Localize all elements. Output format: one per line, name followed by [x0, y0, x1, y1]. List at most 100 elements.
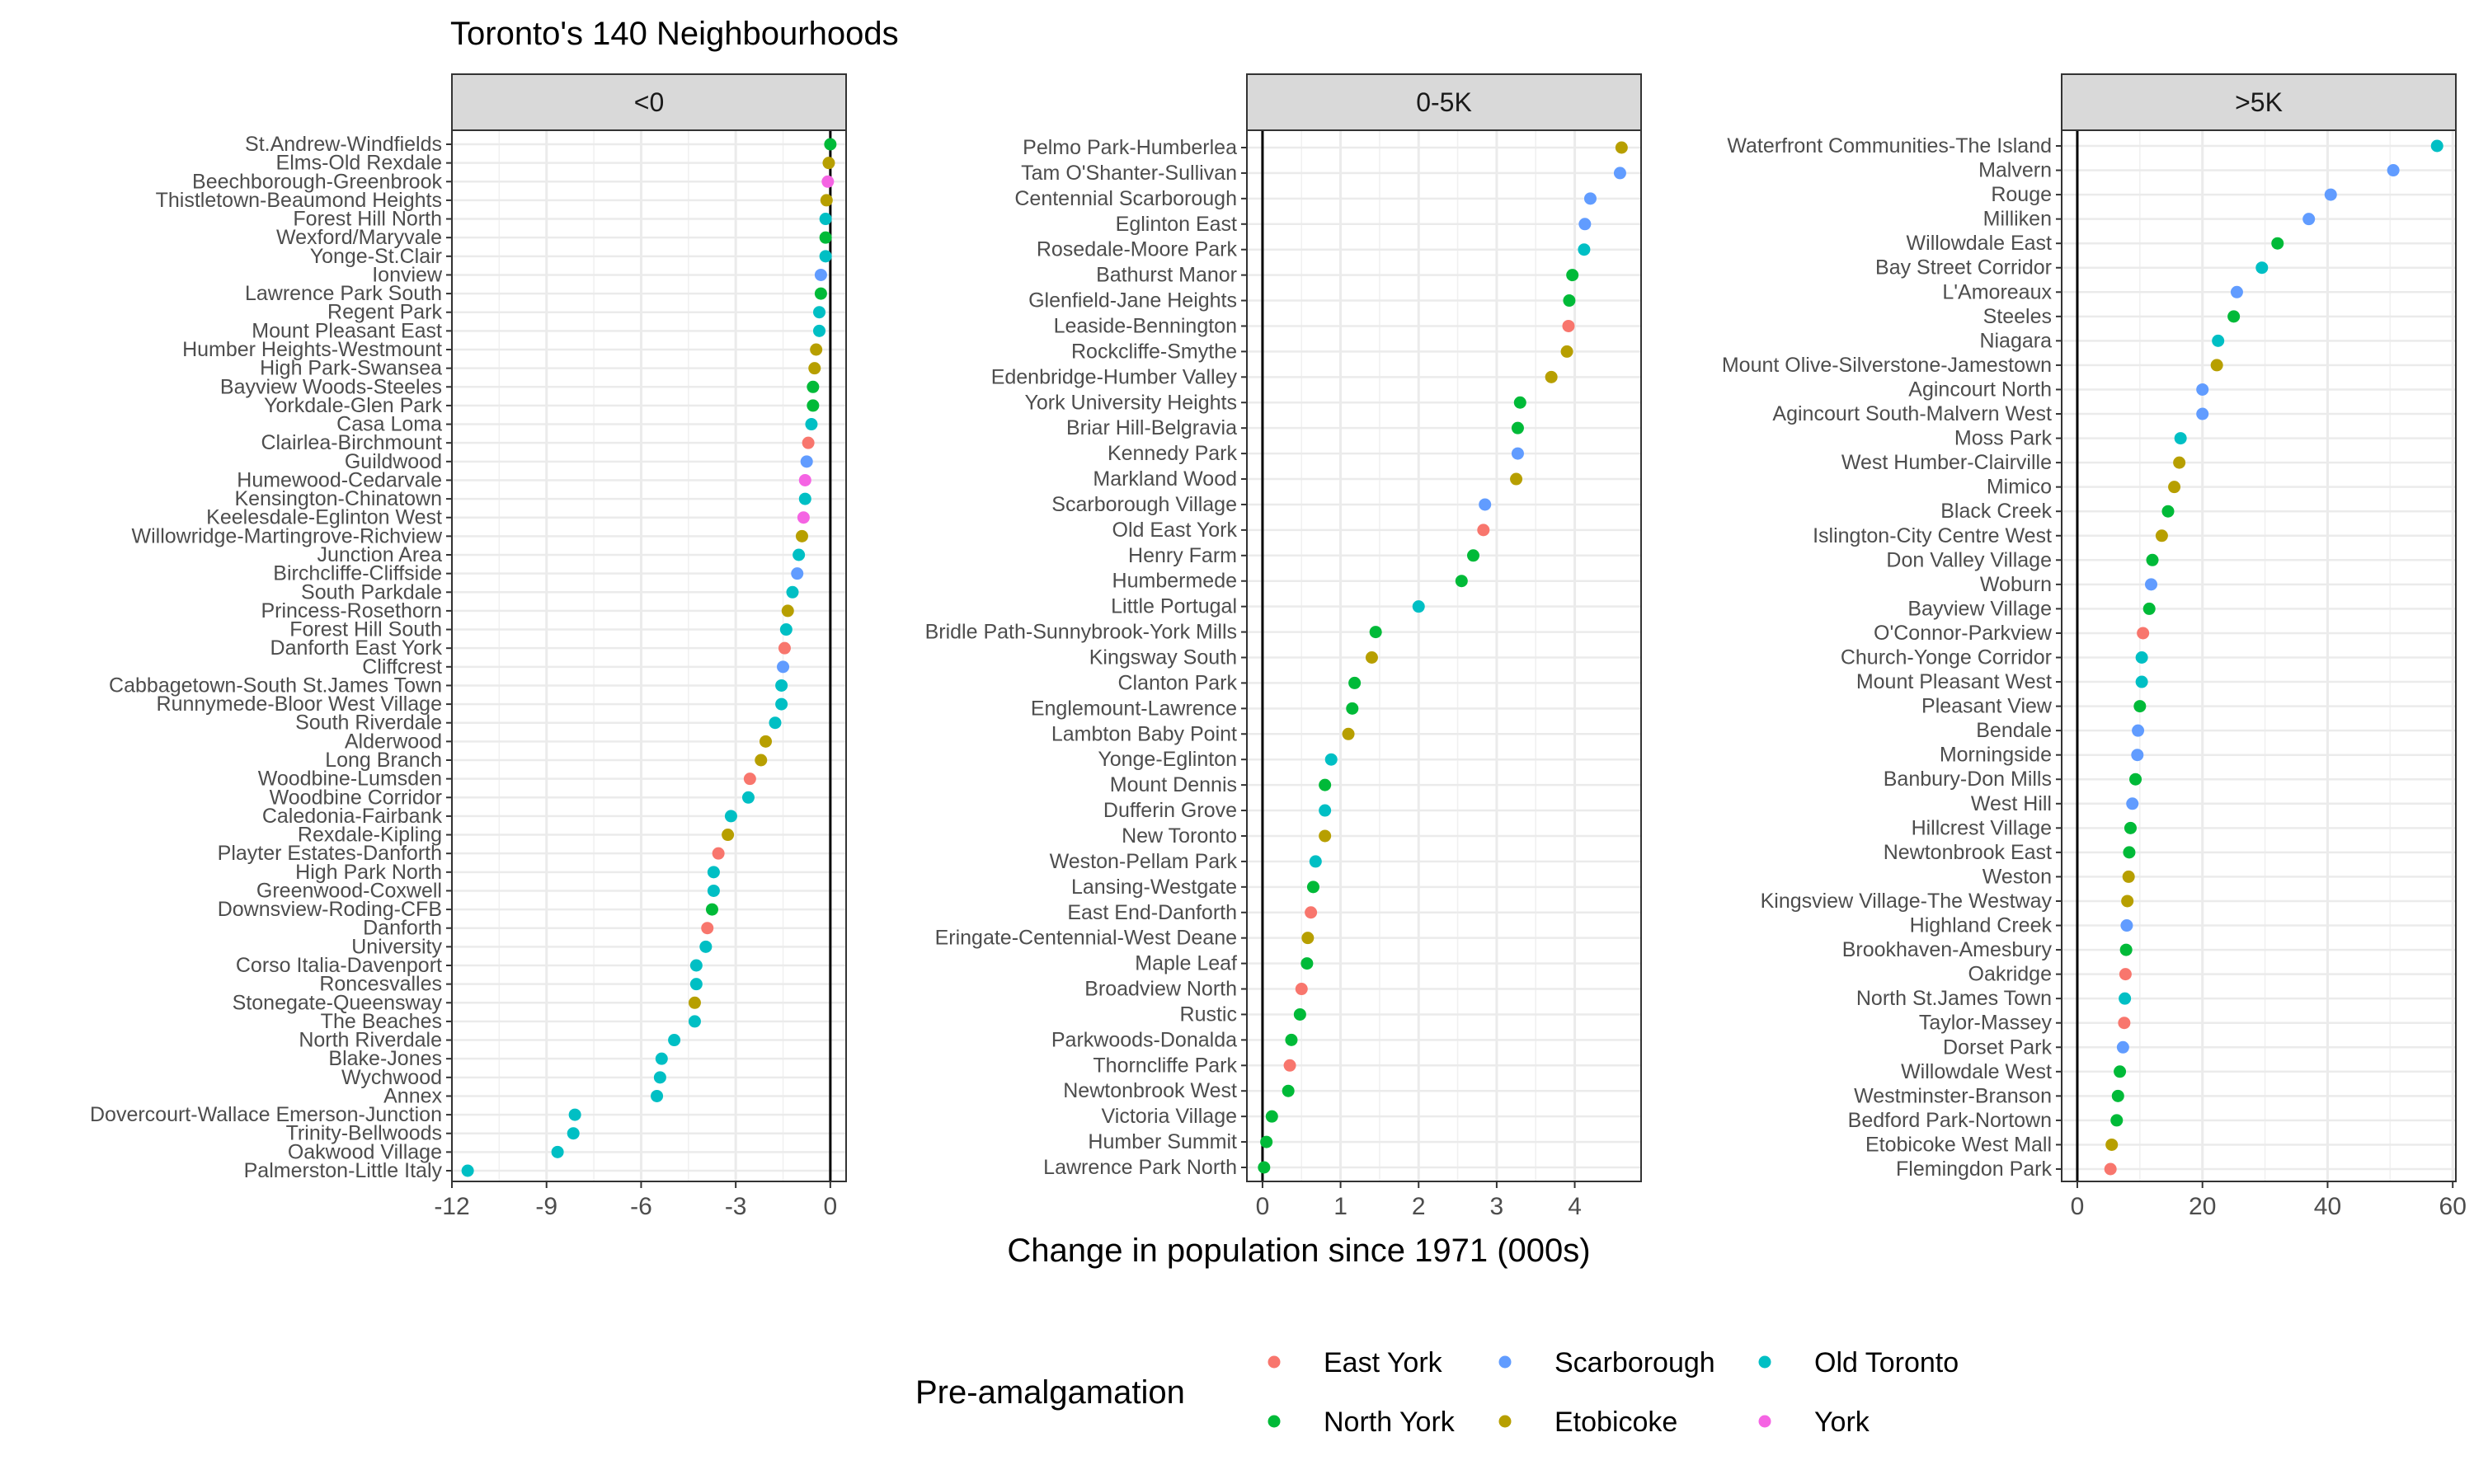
legend-entry: East York — [1268, 1347, 1443, 1378]
data-point — [1305, 906, 1318, 919]
data-point — [1615, 141, 1628, 154]
data-point — [707, 884, 720, 897]
legend: Pre-amalgamation East York North York Scar… — [915, 1347, 1959, 1438]
data-point — [779, 623, 793, 636]
neighbourhood-label: Annex — [383, 1084, 442, 1107]
data-point — [812, 324, 825, 337]
data-point — [1466, 549, 1479, 562]
data-point — [2131, 749, 2144, 762]
neighbourhood-label: Bayview Woods-Steeles — [220, 375, 442, 398]
neighbourhood-label: Birchcliffe-Cliffside — [273, 562, 442, 585]
neighbourhood-label: Banbury-Don Mills — [1884, 768, 2052, 791]
panel-border — [2061, 129, 2457, 1182]
neighbourhood-label: Scarborough Village — [1051, 493, 1237, 516]
data-point — [2126, 797, 2139, 810]
data-point — [1285, 1033, 1298, 1046]
data-point — [2271, 237, 2284, 250]
data-point — [655, 1052, 668, 1065]
legend-label: Old Toronto — [1814, 1347, 1959, 1378]
neighbourhood-label: Yorkdale-Glen Park — [264, 394, 442, 417]
neighbourhood-label: York University Heights — [1024, 391, 1237, 414]
neighbourhood-label: Bridle Path-Sunnybrook-York Mills — [925, 621, 1237, 644]
data-point — [2230, 285, 2243, 298]
data-point — [724, 810, 737, 823]
data-point — [2430, 139, 2443, 153]
data-point — [2137, 627, 2150, 640]
data-point — [2120, 919, 2133, 932]
neighbourhood-label: Mount Olive-Silverstone-Jamestown — [1722, 354, 2052, 377]
facet-strip-label: 0-5K — [1416, 87, 1472, 117]
panel-background — [1247, 130, 1641, 1181]
neighbourhood-label: St.Andrew-Windfields — [245, 133, 442, 156]
data-point — [1282, 1084, 1295, 1097]
neighbourhood-label: Parkwoods-Donalda — [1051, 1028, 1237, 1051]
neighbourhood-label: Trinity-Bellwoods — [286, 1122, 442, 1145]
neighbourhood-label: Willowdale East — [1907, 232, 2053, 255]
data-point — [2161, 505, 2175, 518]
data-point — [722, 829, 735, 842]
neighbourhood-label: Long Branch — [325, 749, 442, 772]
legend-key — [1758, 1415, 1771, 1428]
neighbourhood-label: Broadview North — [1084, 978, 1237, 1001]
neighbourhood-label: Thorncliffe Park — [1093, 1054, 1237, 1077]
neighbourhood-label: Humber Heights-Westmount — [182, 338, 442, 361]
data-point — [1365, 651, 1378, 664]
data-point — [781, 604, 794, 618]
neighbourhood-label: Don Valley Village — [1886, 548, 2052, 571]
neighbourhood-label: Tam O'Shanter-Sullivan — [1021, 162, 1237, 185]
neighbourhood-label: North Riverdale — [299, 1029, 442, 1052]
x-tick-label: -3 — [725, 1193, 747, 1220]
data-point — [819, 231, 832, 244]
neighbourhood-label: Downsview-Roding-CFB — [218, 898, 442, 921]
data-point — [741, 791, 755, 804]
data-point — [2132, 724, 2145, 737]
legend-entry: Old Toronto — [1758, 1347, 1959, 1378]
neighbourhood-label: Leaside-Bennington — [1054, 314, 1237, 337]
data-point — [777, 660, 790, 674]
x-axis-title: Change in population since 1971 (000s) — [1007, 1233, 1590, 1269]
neighbourhood-label: West Humber-Clairville — [1841, 451, 2052, 474]
neighbourhood-label: Yonge-Eglinton — [1098, 748, 1237, 771]
data-point — [755, 754, 768, 767]
data-point — [2116, 1040, 2129, 1054]
data-point — [805, 418, 818, 431]
neighbourhood-label: Markland Wood — [1093, 467, 1237, 491]
data-point — [1319, 804, 1332, 817]
neighbourhood-label: Casa Loma — [336, 413, 442, 436]
neighbourhood-label: Kingsway South — [1089, 646, 1237, 669]
data-point — [778, 641, 791, 655]
x-tick-label: 3 — [1490, 1193, 1504, 1220]
data-point — [1412, 600, 1425, 613]
neighbourhood-label: Moss Park — [1954, 427, 2053, 450]
data-point — [699, 940, 713, 953]
data-point — [1511, 447, 1524, 460]
data-point — [1319, 778, 1332, 791]
legend-label: York — [1814, 1407, 1870, 1438]
data-point — [820, 194, 833, 207]
data-point — [824, 138, 837, 151]
neighbourhood-label: Ionview — [372, 263, 443, 286]
neighbourhood-label: Junction Area — [317, 543, 443, 566]
neighbourhood-label: Playter Estates-Danforth — [218, 842, 442, 865]
data-point — [688, 1015, 701, 1028]
neighbourhood-label: Blake-Jones — [328, 1047, 442, 1070]
neighbourhood-label: Lawrence Park North — [1043, 1156, 1237, 1179]
neighbourhood-label: Willowdale West — [1901, 1060, 2052, 1083]
neighbourhood-label: Mount Pleasant West — [1856, 670, 2052, 693]
data-point — [2124, 821, 2137, 834]
neighbourhood-label: L'Amoreaux — [1942, 280, 2052, 303]
x-tick-label: 4 — [1568, 1193, 1582, 1220]
neighbourhood-label: Clairlea-Birchmount — [261, 431, 442, 454]
data-point — [791, 567, 804, 580]
neighbourhood-label: South Riverdale — [295, 711, 442, 735]
neighbourhood-label: Malvern — [1978, 159, 2052, 182]
data-point — [1258, 1161, 1271, 1174]
data-point — [1455, 575, 1468, 588]
facet-strip-background — [1246, 73, 1642, 131]
neighbourhood-label: New Toronto — [1122, 824, 1237, 848]
x-tick-label: 2 — [1412, 1193, 1426, 1220]
x-tick-label: -12 — [434, 1193, 469, 1220]
neighbourhood-label: Waterfront Communities-The Island — [1727, 134, 2052, 157]
data-point — [2121, 895, 2134, 908]
